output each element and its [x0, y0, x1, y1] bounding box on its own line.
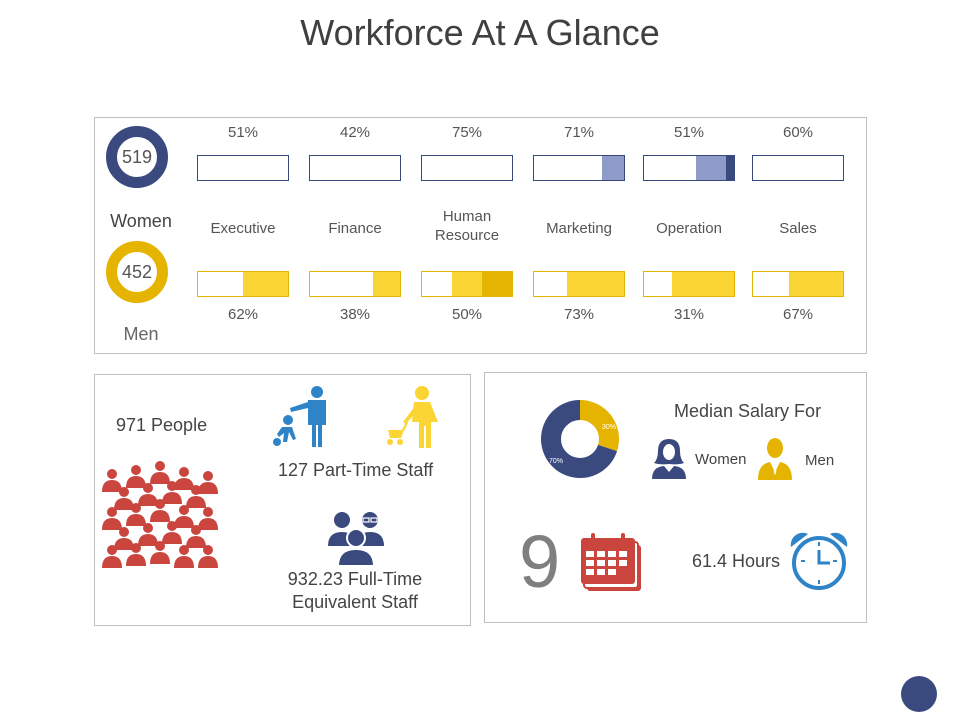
men-bar-fill — [789, 272, 843, 296]
women-bar — [643, 155, 735, 181]
women-bar — [533, 155, 625, 181]
women-bar-fill-dark — [726, 156, 734, 180]
men-percent: 62% — [227, 306, 259, 323]
department-name: Finance — [328, 220, 382, 237]
men-count: 452 — [121, 261, 153, 282]
calendar-icon — [581, 533, 641, 591]
people-panel — [94, 374, 471, 626]
men-bar — [309, 271, 401, 297]
department-name: Human Resource — [434, 208, 500, 244]
fte-label-line2: Equivalent Staff — [292, 592, 418, 612]
women-bar — [309, 155, 401, 181]
fte-label-line1: 932.23 Full-Time — [287, 569, 423, 589]
men-percent: 31% — [673, 306, 705, 323]
donut-label-men: 30% — [602, 424, 616, 431]
women-percent: 60% — [782, 124, 814, 141]
alarm-clock-icon — [790, 532, 848, 590]
men-bar-fill — [373, 272, 400, 296]
women-salary-label: Women — [695, 451, 747, 468]
salary-panel — [484, 372, 867, 623]
men-percent: 67% — [782, 306, 814, 323]
men-bar-fill-dark — [482, 272, 512, 296]
men-bar — [421, 271, 513, 297]
men-percent: 50% — [451, 306, 483, 323]
men-label: Men — [123, 324, 159, 344]
women-label: Women — [110, 211, 172, 231]
department-panel — [94, 117, 867, 354]
department-name: Operation — [656, 220, 722, 237]
days-value: 9 — [519, 520, 561, 603]
men-bar-fill — [671, 272, 734, 296]
department-name: Marketing — [546, 220, 612, 237]
men-bar — [197, 271, 289, 297]
women-bar — [197, 155, 289, 181]
women-percent: 51% — [673, 124, 705, 141]
woman-icon — [652, 439, 686, 479]
men-bar — [643, 271, 735, 297]
page-title: Workforce At A Glance — [300, 12, 660, 53]
women-bar-fill — [696, 156, 726, 180]
part-time-label: 127 Part-Time Staff — [278, 460, 434, 480]
women-count-ring: 519 — [106, 126, 168, 188]
men-bar-fill — [567, 272, 624, 296]
men-salary-label: Men — [805, 452, 835, 469]
women-bar — [752, 155, 844, 181]
women-percent: 51% — [227, 124, 259, 141]
department-name: Sales — [779, 220, 817, 237]
men-count-ring: 452 — [106, 241, 168, 303]
men-bar — [752, 271, 844, 297]
team-icon — [328, 512, 384, 566]
slide-dot — [901, 676, 937, 712]
men-bar — [533, 271, 625, 297]
mother-stroller-icon — [387, 386, 438, 448]
parent-child-icon — [273, 386, 326, 447]
total-people-label: 971 People — [116, 415, 208, 435]
men-bar-fill — [243, 272, 288, 296]
donut-slice-women — [541, 400, 619, 478]
median-salary-heading: Median Salary For — [674, 401, 822, 421]
women-percent: 71% — [563, 124, 595, 141]
salary-donut-chart: 30% 70% — [541, 400, 619, 478]
donut-label-women: 70% — [549, 458, 563, 465]
women-percent: 75% — [451, 124, 483, 141]
women-percent: 42% — [339, 124, 371, 141]
women-count: 519 — [121, 146, 153, 167]
hours-label: 61.4 Hours — [692, 551, 781, 571]
department-name: Executive — [210, 220, 276, 237]
men-percent: 38% — [339, 306, 371, 323]
men-percent: 73% — [563, 306, 595, 323]
women-bar — [421, 155, 513, 181]
crowd-icon — [102, 461, 218, 568]
man-icon — [758, 438, 792, 480]
women-bar-fill — [602, 156, 624, 180]
